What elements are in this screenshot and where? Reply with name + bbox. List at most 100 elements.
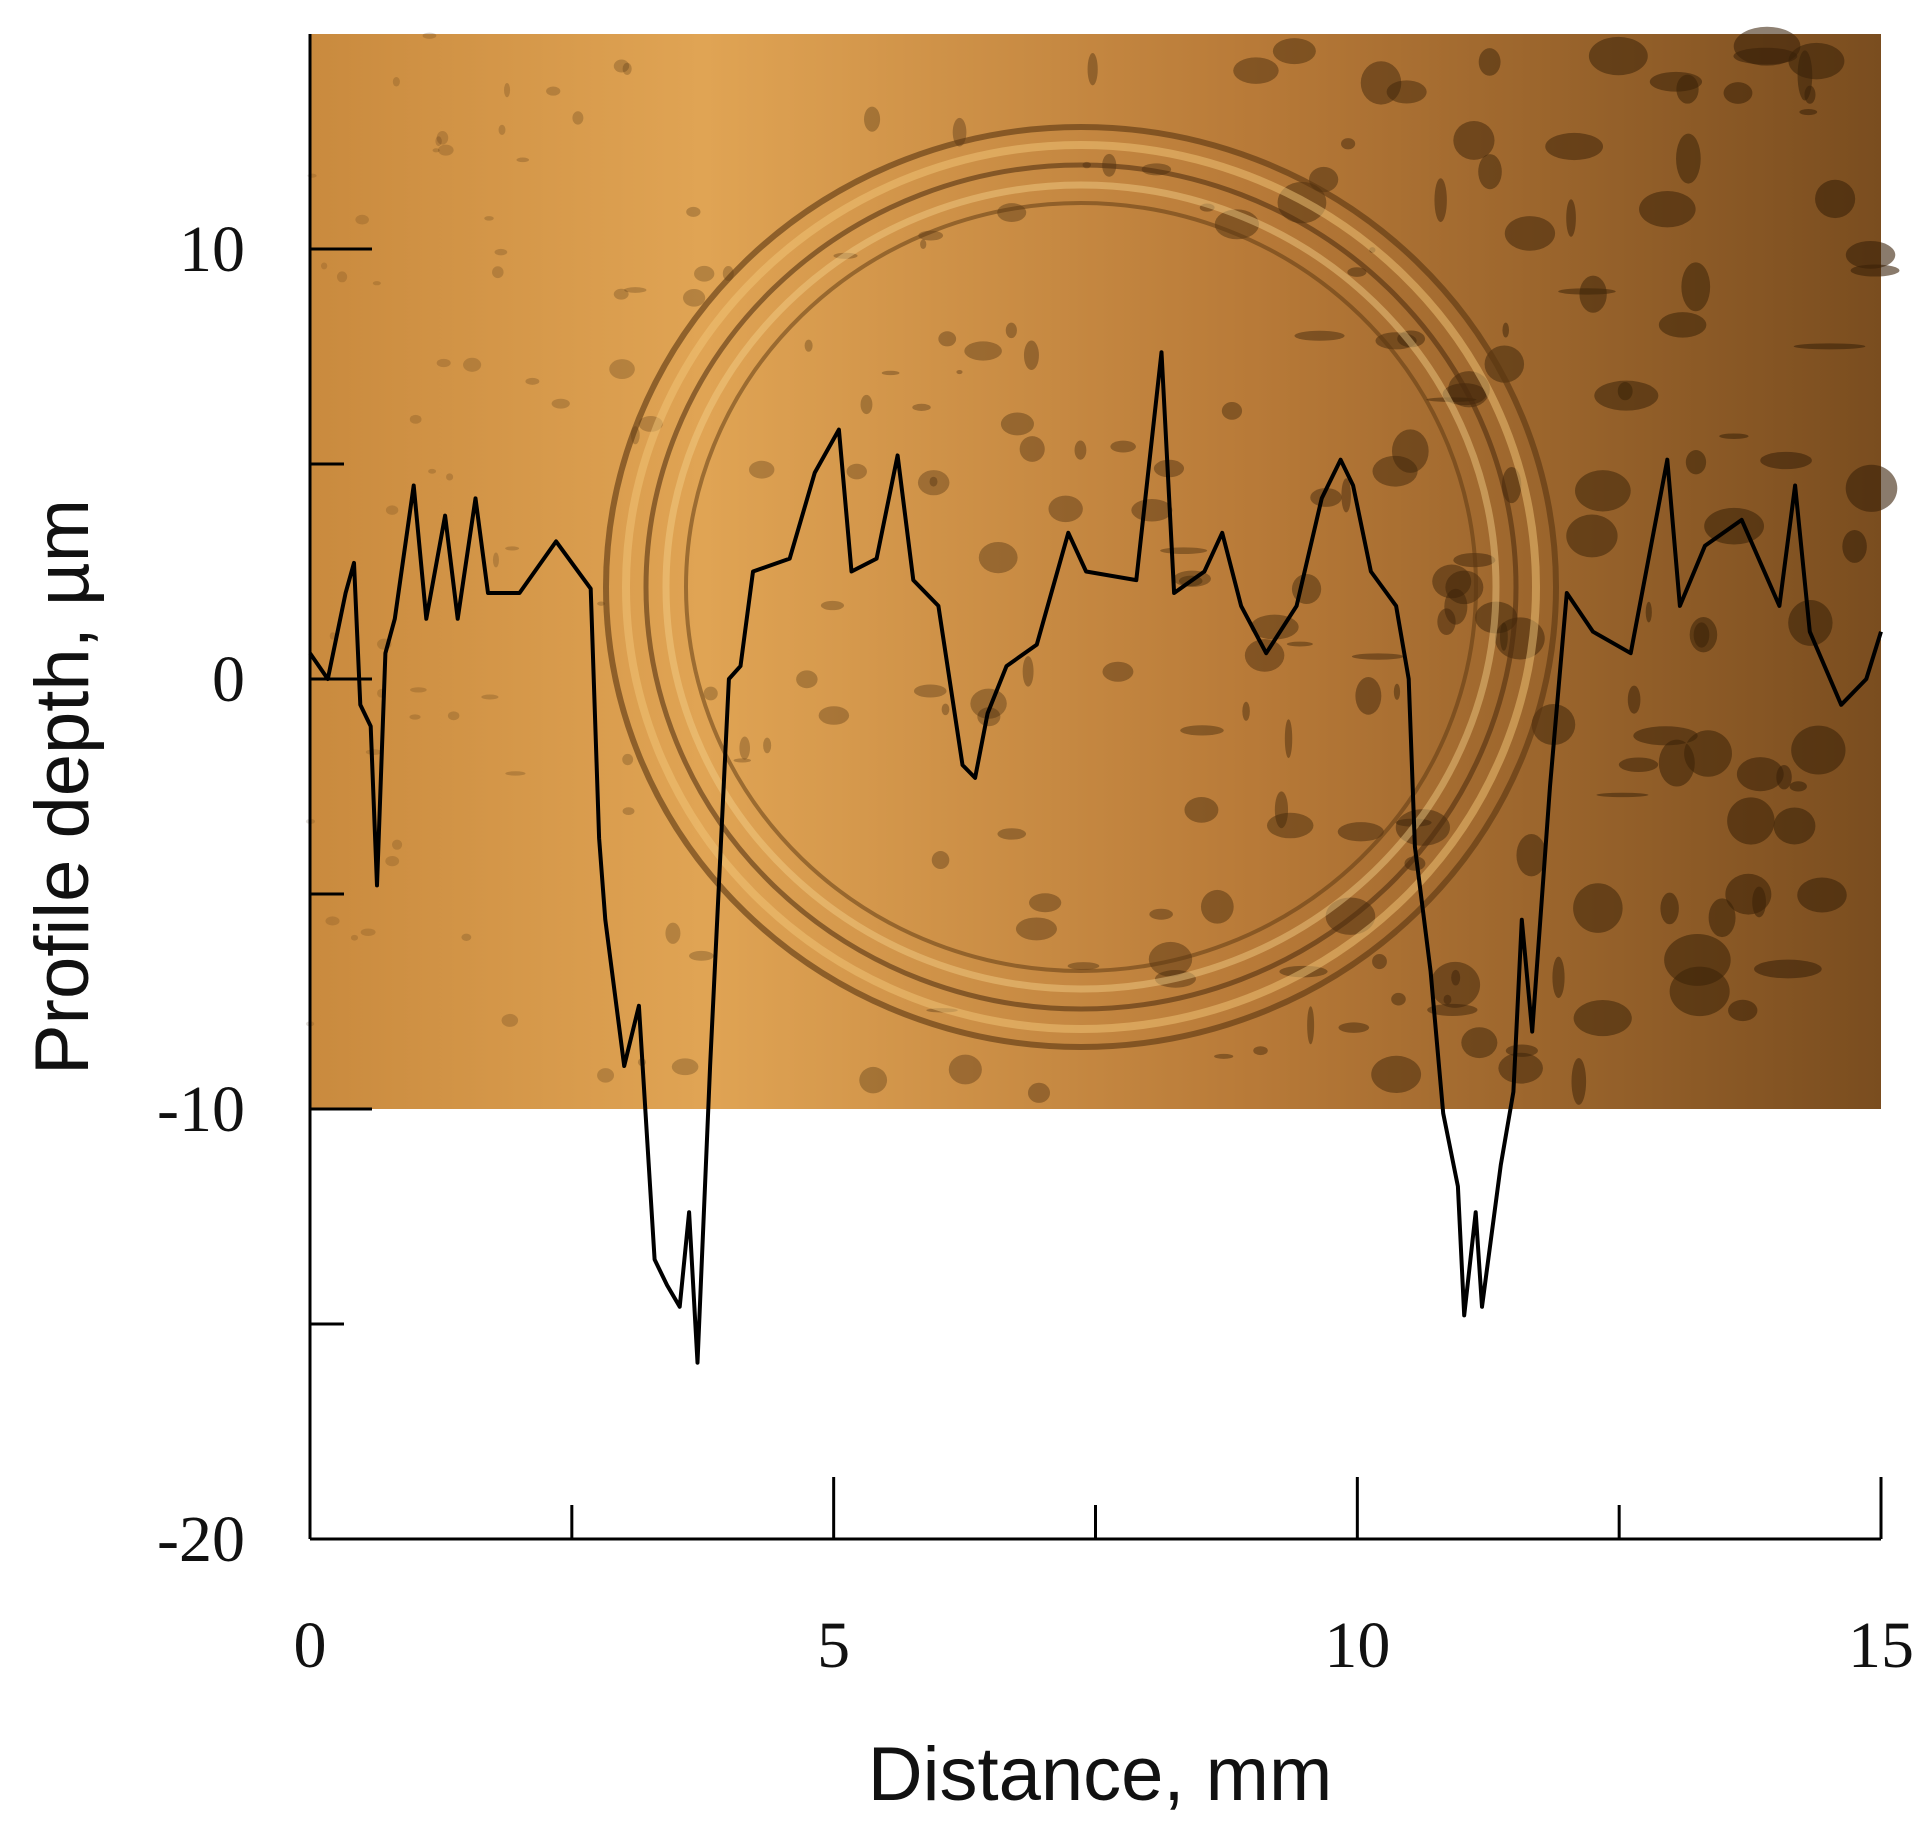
- photo-spot: [1681, 262, 1711, 312]
- photo-spot: [355, 214, 369, 225]
- photo-spot: [1154, 970, 1196, 988]
- photo-spot: [1074, 440, 1087, 460]
- photo-spot: [1200, 889, 1234, 924]
- photo-spot: [385, 505, 399, 515]
- photo-spot: [498, 124, 506, 136]
- x-tick-label: 10: [1324, 1609, 1390, 1682]
- photo-spot: [1733, 47, 1798, 65]
- photo-spot: [622, 807, 635, 816]
- photo-spot: [1087, 52, 1098, 86]
- photo-spot: [422, 32, 437, 39]
- photo-spot: [1102, 661, 1134, 682]
- photo-spot: [436, 131, 449, 145]
- photo-spot: [920, 239, 927, 250]
- wear-track: [603, 124, 1559, 1050]
- photo-spot: [1558, 288, 1616, 295]
- photo-spot: [1149, 908, 1173, 920]
- y-tick-label: 10: [179, 213, 245, 286]
- photo-spot: [796, 670, 818, 689]
- photo-spot: [671, 1058, 699, 1076]
- photo-spot: [622, 753, 634, 766]
- photo-spot: [941, 703, 950, 716]
- photo-spot: [1393, 683, 1401, 700]
- photo-spot: [1588, 36, 1648, 76]
- photo-spot: [931, 851, 950, 870]
- photo-spot: [1338, 1022, 1370, 1033]
- photo-spot: [1391, 992, 1406, 1006]
- photo-spot: [525, 377, 540, 385]
- photo-spot: [682, 288, 706, 307]
- photo-spot: [1005, 322, 1017, 339]
- photo-spot: [846, 463, 867, 480]
- photo-spot: [622, 62, 632, 75]
- photo-spot: [1432, 564, 1472, 599]
- photo-spot: [833, 252, 858, 259]
- photo-spot: [1430, 961, 1481, 1008]
- photo-spot: [329, 632, 336, 640]
- photo-spot: [392, 76, 400, 87]
- photo-spot: [938, 331, 957, 347]
- x-tick-label: 5: [817, 1609, 850, 1682]
- photo-spot: [1754, 959, 1822, 979]
- photo-spot: [1453, 120, 1495, 160]
- photo-spot: [1341, 478, 1351, 513]
- photo-spot: [1427, 1003, 1478, 1016]
- photo-spot: [1253, 1046, 1268, 1056]
- photo-spot: [516, 157, 530, 163]
- photo-spot: [1545, 132, 1604, 161]
- photo-spot: [505, 546, 520, 551]
- photo-spot: [1019, 436, 1045, 462]
- photo-spot: [970, 688, 1007, 719]
- photo-spot: [881, 370, 900, 376]
- photo-spot: [624, 287, 647, 293]
- photo-spot: [1676, 133, 1701, 184]
- photo-spot: [609, 359, 635, 380]
- photo-spot: [365, 749, 383, 755]
- photo-spot: [336, 271, 348, 283]
- photo-spot: [435, 136, 442, 147]
- photo-spot: [964, 341, 1002, 361]
- y-tick-label: 0: [212, 643, 245, 716]
- photo-spot: [1294, 330, 1345, 341]
- y-axis-title: Profile depth, µm: [20, 499, 105, 1075]
- photo-spot: [1048, 495, 1083, 523]
- photo-spot: [859, 1066, 888, 1094]
- photo-spot: [1391, 429, 1429, 473]
- photo-spot: [1067, 962, 1100, 970]
- photo-spot: [1845, 240, 1896, 269]
- photo-spot: [1266, 812, 1314, 839]
- photo-spot: [1437, 608, 1456, 635]
- photo-spot: [325, 916, 340, 926]
- photo-spot: [1573, 1000, 1632, 1037]
- photo-spot: [1760, 451, 1812, 470]
- photo-spot: [1015, 917, 1057, 941]
- photo-spot: [1160, 547, 1208, 554]
- photo-spot: [912, 403, 931, 411]
- photo-spot: [1451, 969, 1461, 986]
- photo-spot: [1845, 464, 1898, 512]
- photo-spot: [1372, 455, 1418, 487]
- photo-spot: [551, 398, 570, 409]
- photo-spot: [350, 934, 359, 941]
- photo-spot: [385, 856, 400, 867]
- photo-spot: [1023, 340, 1039, 371]
- photo-spot: [1272, 38, 1316, 65]
- photo-spot: [694, 265, 715, 282]
- photo-spot: [1445, 570, 1484, 605]
- photo-spot: [1723, 82, 1753, 104]
- photo-spot: [392, 839, 403, 850]
- photo-spot: [492, 552, 499, 568]
- photo-spot: [1221, 401, 1243, 420]
- photo-spot: [1242, 701, 1250, 721]
- photo-spot: [1773, 807, 1816, 845]
- photo-spot: [1776, 764, 1792, 790]
- photo-spot: [1664, 934, 1731, 986]
- photo-spot: [409, 714, 421, 720]
- photo-spot: [1708, 898, 1736, 938]
- photo-spot: [1244, 639, 1285, 672]
- photo-spot: [484, 216, 494, 221]
- photo-spot: [763, 737, 772, 754]
- photo-spot: [492, 266, 504, 279]
- photo-spot: [1791, 725, 1846, 775]
- photo-spot: [501, 1013, 519, 1027]
